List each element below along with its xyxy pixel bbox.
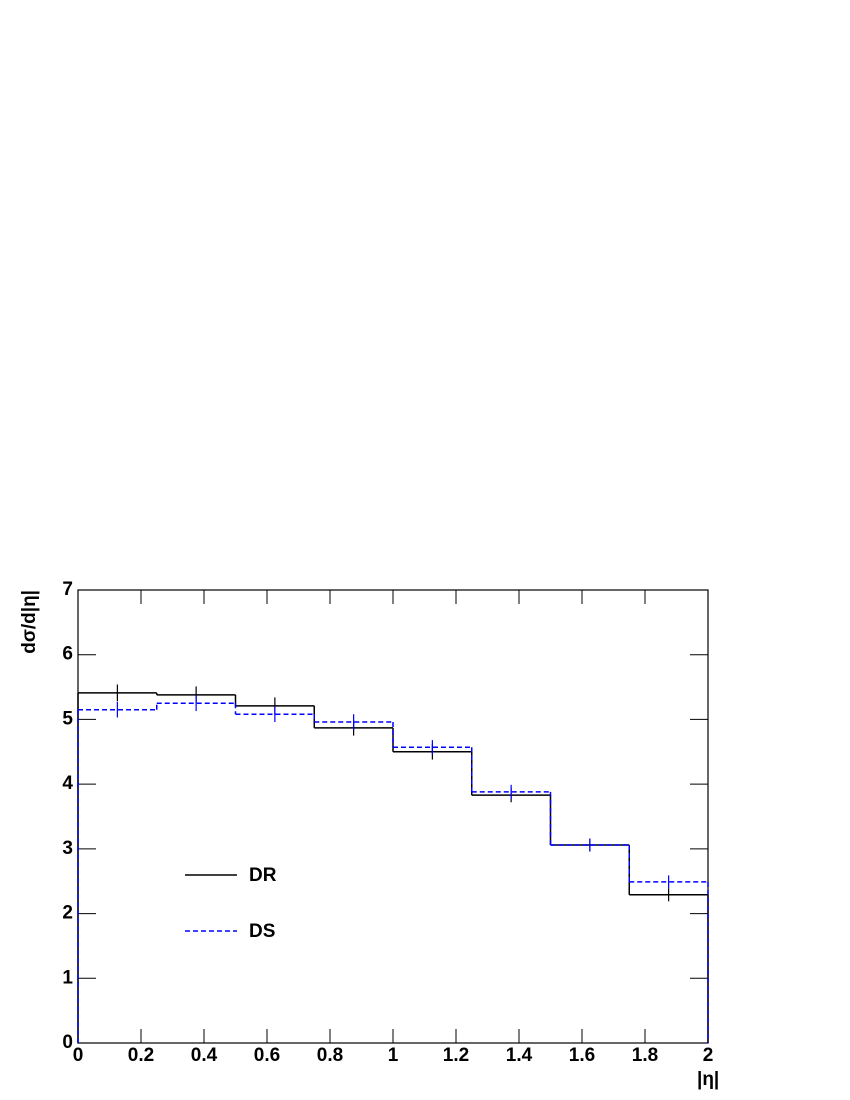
legend-label: DS — [249, 921, 275, 942]
x-tick-label: 0.4 — [191, 1045, 218, 1066]
x-tick-label: 1.4 — [506, 1045, 533, 1066]
x-tick-label: 2 — [703, 1045, 714, 1066]
plot-frame — [77, 589, 709, 1044]
x-tick-label: 1.2 — [443, 1045, 469, 1066]
y-tick-label: 7 — [62, 579, 73, 600]
y-tick-label: 5 — [62, 708, 73, 729]
y-tick-label: 2 — [62, 903, 73, 924]
x-tick-label: 1.6 — [569, 1045, 595, 1066]
y-tick-label: 6 — [62, 644, 73, 665]
y-tick-label: 3 — [62, 838, 73, 859]
x-tick-label: 0.2 — [128, 1045, 154, 1066]
x-tick-label: 1.8 — [632, 1045, 658, 1066]
y-tick-label: 4 — [62, 773, 73, 794]
x-tick-label: 1 — [388, 1045, 399, 1066]
y-tick-label: 1 — [62, 967, 73, 988]
legend-label: DR — [249, 865, 277, 886]
x-tick-label: 0 — [73, 1045, 84, 1066]
x-tick-label: 0.8 — [317, 1045, 343, 1066]
y-tick-label: 0 — [62, 1032, 73, 1053]
x-axis-title: |η| — [697, 1069, 719, 1090]
y-axis-title: dσ/d|η| — [19, 590, 40, 654]
x-tick-label: 0.6 — [254, 1045, 280, 1066]
